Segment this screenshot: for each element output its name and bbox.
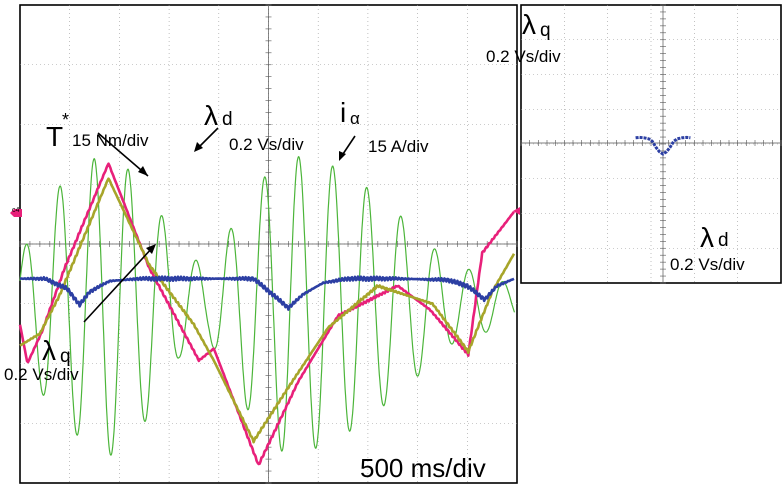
i-alpha-scale: 15 A/div xyxy=(368,137,429,156)
lambda-q-label: λ q 0.2 Vs/div xyxy=(4,335,79,384)
torque-scale: 15 Nm/div xyxy=(72,131,149,150)
trace-torque-ref xyxy=(18,162,516,466)
xy-trace-lambda-q-vs-lambda-d xyxy=(635,135,691,156)
lambda-d-label: λ d 0.2 Vs/div xyxy=(204,100,304,154)
trigger-marker-right xyxy=(513,207,520,215)
torque-label: T * 15 Nm/div xyxy=(46,110,149,152)
lambda-d-symbol: λ xyxy=(204,100,218,131)
lambda-d-subscript: d xyxy=(222,109,233,130)
trace-lambda-d xyxy=(19,177,516,444)
xy-lambda-d-label: λ d 0.2 Vs/div xyxy=(670,222,745,274)
torque-pointer xyxy=(97,132,149,177)
i-alpha-subscript: α xyxy=(350,109,360,128)
time-scale-label: 500 ms/div xyxy=(360,453,486,483)
lambda-q-pointer-head xyxy=(146,244,156,254)
lambda-q-scale: 0.2 Vs/div xyxy=(4,365,79,384)
xy-scope-grid xyxy=(520,4,782,284)
torque-pointer-head xyxy=(138,166,148,176)
trace-i-alpha xyxy=(19,155,516,456)
lambda-q-subscript: q xyxy=(60,346,71,367)
i-alpha-label: i α 15 A/div xyxy=(340,97,429,156)
lambda-q-symbol: λ xyxy=(42,335,56,366)
torque-symbol: T xyxy=(46,121,63,152)
xy-lambda-q-subscript: q xyxy=(540,20,551,41)
trace-lambda-q xyxy=(19,275,515,311)
main-scope-grid xyxy=(19,4,518,484)
lambda-d-scale: 0.2 Vs/div xyxy=(229,135,304,154)
xy-lambda-d-subscript: d xyxy=(718,230,729,251)
main-scope-traces xyxy=(18,155,516,466)
torque-superscript: * xyxy=(62,110,69,130)
xy-lambda-d-scale: 0.2 Vs/div xyxy=(670,255,745,274)
channel-marker-left xyxy=(10,209,22,217)
xy-lambda-q-label: λ q 0.2 Vs/div xyxy=(486,9,561,66)
lambda-q-pointer xyxy=(83,246,154,323)
i-alpha-pointer-head xyxy=(339,151,346,161)
i-alpha-symbol: i xyxy=(340,97,346,128)
xy-lambda-d-symbol: λ xyxy=(700,222,714,253)
xy-lambda-q-symbol: λ xyxy=(522,9,536,40)
channel-marker-label: c4 xyxy=(12,207,20,214)
lambda-d-pointer-head xyxy=(194,142,203,152)
xy-lambda-q-scale: 0.2 Vs/div xyxy=(486,47,561,66)
xy-scope-trace xyxy=(635,135,691,156)
